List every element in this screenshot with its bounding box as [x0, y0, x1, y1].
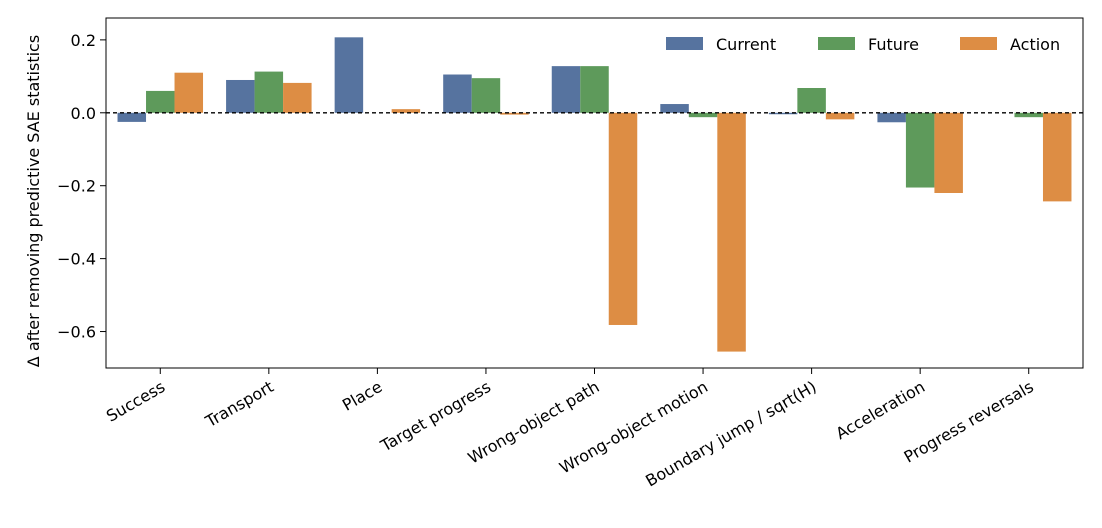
bar-action-progress-reversals	[1042, 112, 1072, 202]
bar-action-transport	[283, 82, 312, 113]
y-tick-label: 0.2	[71, 31, 96, 50]
x-tick-label: Acceleration	[833, 377, 929, 443]
legend-swatch-future	[818, 37, 855, 50]
bar-action-success	[174, 72, 204, 113]
bar-action-boundary-jump-sqrt-h	[825, 112, 855, 120]
bar-future-success	[146, 90, 175, 113]
legend-swatch-action	[960, 37, 997, 50]
y-tick-label: −0.2	[57, 177, 96, 196]
x-tick-label: Boundary jump / sqrt(H)	[642, 377, 819, 490]
y-axis-label: Δ after removing predictive SAE statisti…	[24, 35, 43, 367]
bar-current-place	[334, 37, 364, 113]
bar-action-acceleration	[934, 112, 963, 193]
bar-action-wrong-object-motion	[717, 112, 746, 352]
bar-current-transport	[226, 79, 255, 113]
legend-label-current: Current	[716, 35, 776, 54]
bar-future-wrong-object-path	[580, 66, 609, 113]
bar-action-wrong-object-path	[608, 112, 638, 325]
x-tick-label: Transport	[201, 377, 276, 431]
bar-current-acceleration	[877, 112, 906, 123]
bar-current-target-progress	[443, 74, 472, 113]
bar-current-boundary-jump-sqrt-h	[768, 112, 798, 115]
bar-future-boundary-jump-sqrt-h	[797, 88, 826, 113]
legend: Current Future Action	[666, 35, 1060, 54]
y-tick-label: −0.4	[57, 250, 96, 269]
bar-action-target-progress	[500, 112, 529, 115]
bar-action-place	[391, 109, 421, 113]
bars-layer	[117, 37, 1072, 352]
bar-future-acceleration	[905, 112, 935, 188]
x-tick-label: Success	[103, 377, 168, 426]
bar-future-wrong-object-motion	[688, 112, 718, 118]
legend-label-action: Action	[1010, 35, 1060, 54]
y-axis: −0.6 −0.4 −0.2 0.0 0.2	[57, 31, 106, 342]
bar-future-transport	[254, 71, 284, 113]
y-tick-label: −0.6	[57, 323, 96, 342]
y-tick-label: 0.0	[71, 104, 96, 123]
bar-future-target-progress	[471, 78, 501, 113]
bar-current-success	[117, 112, 147, 122]
x-tick-label: Place	[339, 377, 385, 415]
bar-current-wrong-object-motion	[660, 104, 689, 113]
legend-swatch-current	[666, 37, 703, 50]
bar-current-wrong-object-path	[551, 66, 581, 113]
legend-label-future: Future	[868, 35, 919, 54]
bar-future-progress-reversals	[1014, 112, 1043, 118]
